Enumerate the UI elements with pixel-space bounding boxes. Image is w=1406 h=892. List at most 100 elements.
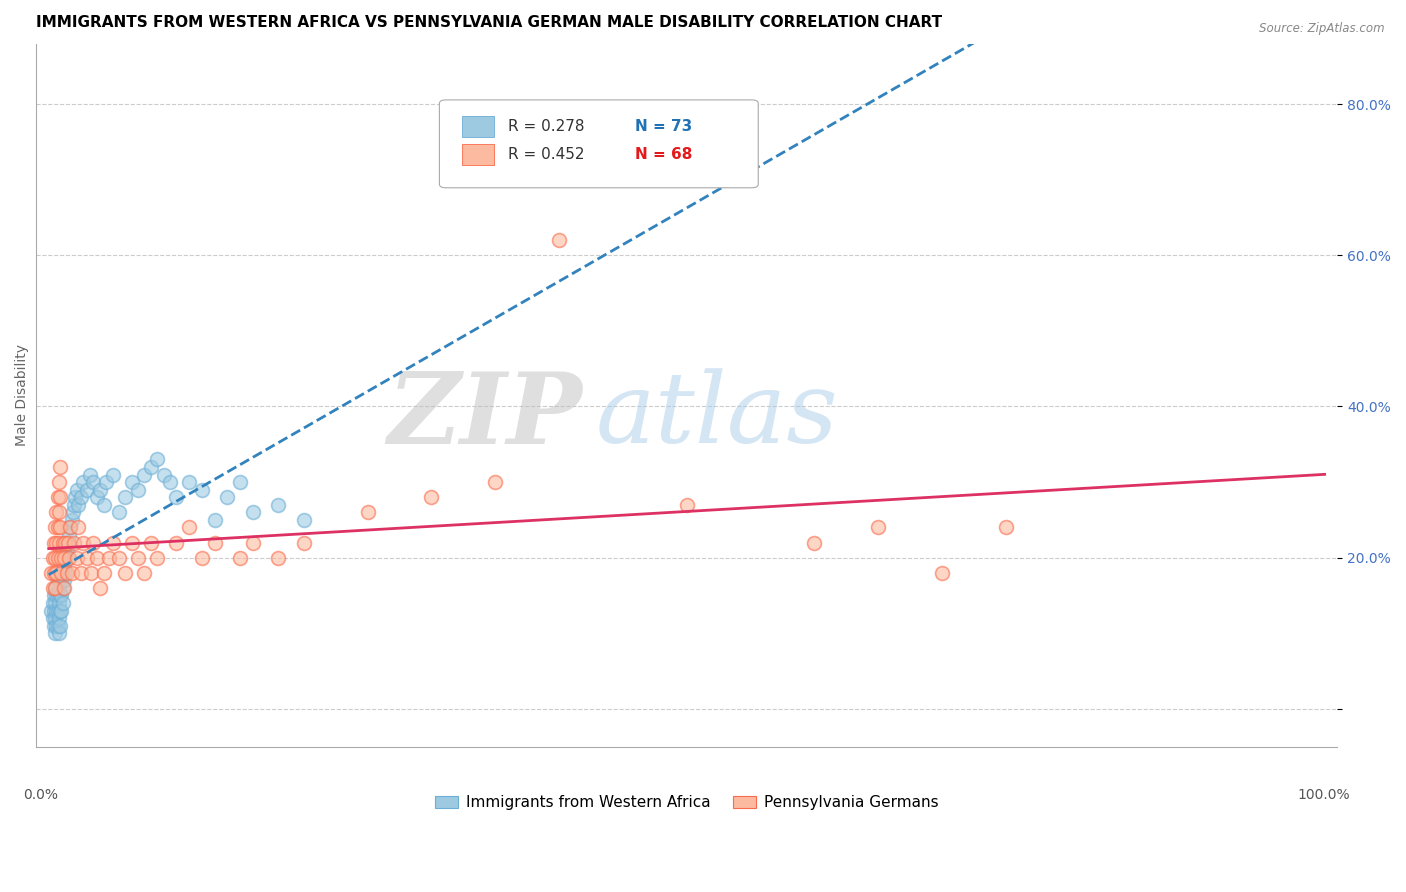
Point	[484, 475, 506, 489]
Text: 0.0%: 0.0%	[22, 789, 58, 803]
Point	[80, 566, 103, 580]
Point	[39, 604, 62, 618]
Point	[72, 535, 94, 549]
Point	[46, 604, 69, 618]
Text: IMMIGRANTS FROM WESTERN AFRICA VS PENNSYLVANIA GERMAN MALE DISABILITY CORRELATIO: IMMIGRANTS FROM WESTERN AFRICA VS PENNSY…	[37, 15, 942, 30]
Point	[114, 566, 136, 580]
Text: N = 73: N = 73	[634, 120, 692, 134]
Point	[46, 618, 69, 632]
Point	[67, 520, 90, 534]
Point	[46, 574, 69, 588]
Point	[82, 535, 104, 549]
Point	[139, 535, 162, 549]
Point	[60, 513, 83, 527]
Point	[146, 452, 169, 467]
Point	[51, 566, 73, 580]
Point	[45, 618, 67, 632]
Point	[803, 535, 825, 549]
Point	[45, 535, 67, 549]
Point	[76, 550, 98, 565]
Point	[101, 467, 124, 482]
Point	[41, 550, 63, 565]
Point	[66, 483, 89, 497]
Point	[56, 550, 79, 565]
Point	[82, 475, 104, 489]
Point	[49, 589, 72, 603]
Point	[44, 550, 66, 565]
Point	[177, 520, 200, 534]
Text: N = 68: N = 68	[634, 147, 692, 162]
Point	[49, 460, 72, 475]
Point	[97, 550, 120, 565]
Point	[48, 535, 70, 549]
Point	[63, 498, 86, 512]
Point	[45, 604, 67, 618]
Point	[46, 490, 69, 504]
FancyBboxPatch shape	[461, 145, 494, 165]
Point	[242, 535, 264, 549]
Point	[53, 566, 76, 580]
Point	[53, 558, 76, 573]
Point	[159, 475, 181, 489]
Point	[69, 490, 91, 504]
Point	[66, 550, 89, 565]
Point	[42, 535, 65, 549]
Legend: Immigrants from Western Africa, Pennsylvania Germans: Immigrants from Western Africa, Pennsylv…	[429, 789, 945, 816]
Point	[48, 626, 70, 640]
Point	[191, 550, 214, 565]
Point	[292, 513, 315, 527]
Point	[41, 581, 63, 595]
Point	[134, 566, 156, 580]
Point	[44, 626, 66, 640]
Point	[121, 535, 143, 549]
Point	[44, 596, 66, 610]
Point	[63, 535, 86, 549]
Point	[357, 505, 380, 519]
Text: Source: ZipAtlas.com: Source: ZipAtlas.com	[1260, 22, 1385, 36]
Point	[49, 490, 72, 504]
Point	[51, 604, 73, 618]
Point	[89, 581, 111, 595]
Point	[94, 475, 117, 489]
Point	[121, 475, 143, 489]
Point	[86, 490, 108, 504]
Text: 100.0%: 100.0%	[1298, 789, 1350, 803]
Point	[217, 490, 239, 504]
Point	[51, 550, 73, 565]
Point	[267, 498, 290, 512]
Point	[44, 611, 66, 625]
Point	[48, 611, 70, 625]
Point	[56, 535, 79, 549]
Point	[46, 550, 69, 565]
Point	[59, 520, 82, 534]
Point	[146, 550, 169, 565]
Point	[52, 596, 75, 610]
Point	[44, 581, 66, 595]
Point	[191, 483, 214, 497]
Text: atlas: atlas	[596, 368, 838, 464]
Point	[51, 574, 73, 588]
Point	[44, 581, 66, 595]
Point	[42, 589, 65, 603]
Point	[56, 535, 79, 549]
Point	[58, 528, 80, 542]
Point	[69, 566, 91, 580]
Y-axis label: Male Disability: Male Disability	[15, 344, 30, 446]
Point	[93, 566, 115, 580]
Point	[675, 498, 697, 512]
Point	[53, 581, 76, 595]
Point	[204, 513, 226, 527]
Point	[267, 550, 290, 565]
Point	[42, 604, 65, 618]
Point	[45, 566, 67, 580]
Point	[58, 550, 80, 565]
Point	[59, 520, 82, 534]
Point	[49, 520, 72, 534]
Point	[52, 566, 75, 580]
Point	[52, 581, 75, 595]
Point	[46, 520, 69, 534]
Text: ZIP: ZIP	[388, 368, 582, 465]
Point	[93, 498, 115, 512]
Point	[76, 483, 98, 497]
Text: R = 0.452: R = 0.452	[509, 147, 585, 162]
